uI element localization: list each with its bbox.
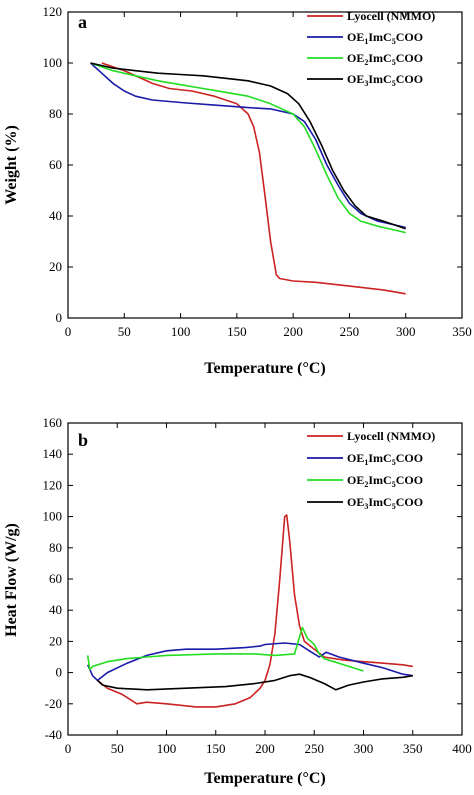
panel-b-xtick-label: 350 <box>403 741 423 756</box>
panel-a-xtick-label: 250 <box>340 324 360 339</box>
panel-a-xtick-label: 100 <box>171 324 191 339</box>
panel-a-xtick-label: 300 <box>396 324 416 339</box>
panel-b-ytick-label: 80 <box>49 540 62 555</box>
panel-a-xtick-label: 200 <box>283 324 303 339</box>
legend-label-oe3-b: OE3ImC5COO <box>347 495 423 511</box>
panel-a-xtick-label: 50 <box>118 324 131 339</box>
panel-a-series-oe2 <box>90 62 406 234</box>
panel-b: b Temperature (°C) Heat Flow (W/g) Lyoce… <box>3 415 472 787</box>
panel-a-ytick-label: 120 <box>43 4 63 19</box>
panel-b-series-oe3 <box>96 673 413 691</box>
legend-label-oe3: OE3ImC5COO <box>347 72 423 88</box>
legend-label-oe1: OE1ImC5COO <box>347 30 423 46</box>
panel-b-ytick-label: 40 <box>49 602 62 617</box>
panel-a-ylabel: Weight (%) <box>3 125 20 205</box>
panel-b-xtick-label: 100 <box>157 741 177 756</box>
panel-b-ytick-label: 120 <box>43 477 63 492</box>
panel-a-ytick-label: 40 <box>49 208 62 223</box>
panel-a-series-oe1 <box>89 62 406 229</box>
panel-b-letter: b <box>78 430 88 450</box>
panel-b-series-lyocell <box>97 514 413 708</box>
panel-b-legend: Lyocell (NMMO) OE1ImC5COO OE2ImC5COO OE3… <box>307 429 435 511</box>
panel-b-xtick-label: 200 <box>255 741 275 756</box>
legend-label-lyocell: Lyocell (NMMO) <box>347 9 435 23</box>
legend-label-oe2: OE2ImC5COO <box>347 51 423 67</box>
panel-b-xlabel: Temperature (°C) <box>204 770 325 787</box>
panel-a-xtick-label: 150 <box>227 324 247 339</box>
panel-b-series-oe1 <box>86 642 413 682</box>
panel-b-xtick-label: 0 <box>65 741 72 756</box>
legend-label-oe1-b: OE1ImC5COO <box>347 451 423 467</box>
panel-a-ytick-label: 60 <box>49 157 62 172</box>
panel-a-ytick-label: 0 <box>56 310 63 325</box>
panel-b-ytick-label: 140 <box>43 446 63 461</box>
panel-b-ytick-label: 0 <box>56 665 63 680</box>
panel-a: a Temperature (°C) Weight (%) Lyocell (N… <box>3 4 472 377</box>
panel-b-xtick-label: 150 <box>206 741 226 756</box>
panel-a-letter: a <box>78 12 87 32</box>
panel-b-ytick-label: 20 <box>49 633 62 648</box>
panel-a-ytick-label: 80 <box>49 106 62 121</box>
panel-a-xtick-label: 350 <box>452 324 472 339</box>
panel-b-ytick-label: 160 <box>43 415 63 430</box>
panel-a-series-oe3 <box>90 62 406 230</box>
legend-label-oe2-b: OE2ImC5COO <box>347 473 423 489</box>
panel-a-ytick-label: 100 <box>43 55 63 70</box>
panel-b-xtick-label: 400 <box>452 741 472 756</box>
panel-b-xtick-label: 300 <box>354 741 374 756</box>
panel-b-series-oe2 <box>86 626 364 672</box>
panel-a-xlabel: Temperature (°C) <box>204 360 325 377</box>
panel-a-series-lyocell <box>101 62 406 295</box>
panel-a-legend: Lyocell (NMMO) OE1ImC5COO OE2ImC5COO OE3… <box>307 9 435 88</box>
panel-b-xtick-label: 50 <box>111 741 124 756</box>
panel-b-xtick-label: 250 <box>305 741 325 756</box>
panel-a-xtick-label: 0 <box>65 324 72 339</box>
legend-label-lyocell-b: Lyocell (NMMO) <box>347 429 435 443</box>
panel-a-ytick-label: 20 <box>49 259 62 274</box>
panel-b-ytick-label: 100 <box>43 509 63 524</box>
panel-b-ytick-label: -40 <box>45 727 62 742</box>
panel-b-ytick-label: 60 <box>49 571 62 586</box>
panel-b-ylabel: Heat Flow (W/g) <box>3 523 20 637</box>
panel-b-ytick-label: -20 <box>45 696 62 711</box>
